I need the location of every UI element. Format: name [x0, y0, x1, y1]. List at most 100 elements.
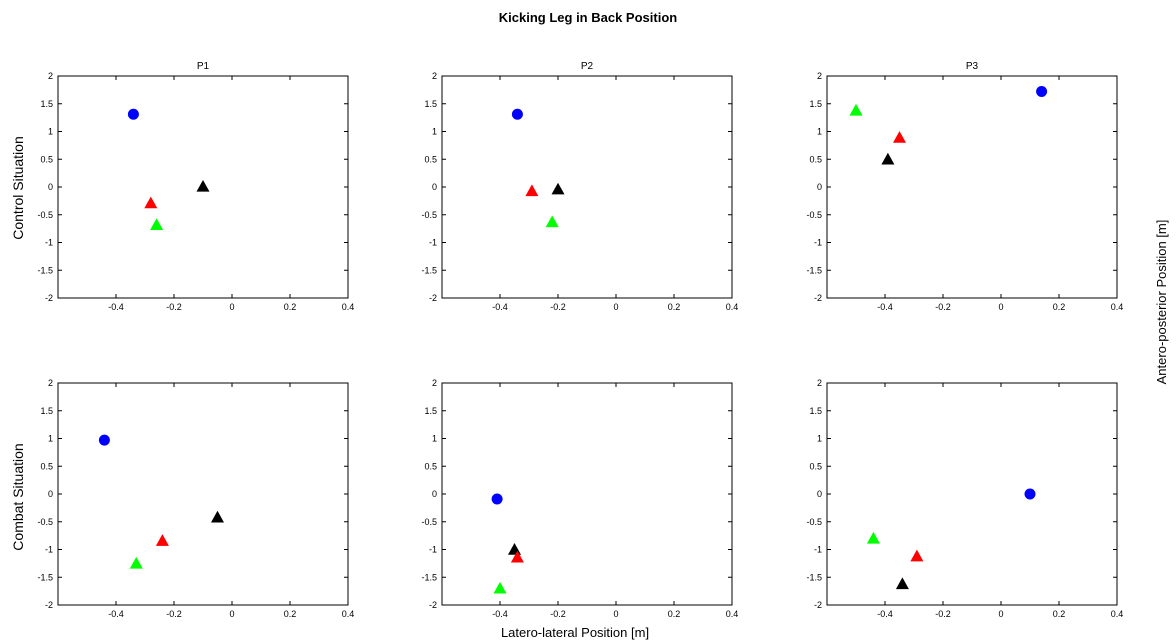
y-tick-label: 2 — [817, 71, 822, 81]
data-point-red — [910, 549, 924, 562]
data-point-black — [551, 182, 565, 195]
axes-frame — [826, 75, 1118, 299]
x-tick-label: 0.4 — [726, 609, 739, 619]
y-tick-label: -0.5 — [806, 517, 822, 527]
y-tick-label: 1.5 — [809, 406, 822, 416]
x-tick-label: 0.2 — [1053, 609, 1066, 619]
data-point-green — [866, 531, 880, 544]
y-axis-label: Antero-posterior Position [m] — [1154, 220, 1169, 385]
y-tick-label: 0.5 — [809, 154, 822, 164]
y-tick-label: 1 — [432, 127, 437, 137]
x-axis-label: Latero-lateral Position [m] — [501, 625, 649, 640]
x-tick-label: -0.4 — [877, 302, 893, 312]
y-tick-label: -1 — [429, 238, 437, 248]
y-tick-label: 0.5 — [424, 461, 437, 471]
y-tick-label: 1 — [48, 434, 53, 444]
data-point-red — [525, 184, 539, 197]
y-tick-label: 2 — [48, 378, 53, 388]
x-tick-label: -0.2 — [935, 302, 951, 312]
data-point-green — [849, 103, 863, 116]
axes-frame — [57, 382, 349, 606]
x-tick-label: -0.4 — [877, 609, 893, 619]
y-tick-label: -1.5 — [806, 265, 822, 275]
axes-frame — [826, 382, 1118, 606]
data-point-red — [155, 534, 169, 546]
y-tick-label: -0.5 — [421, 210, 437, 220]
x-tick-label: -0.2 — [550, 609, 566, 619]
y-tick-label: 0 — [432, 489, 437, 499]
data-point-black — [211, 510, 224, 523]
x-tick-label: -0.2 — [166, 302, 182, 312]
panel-6: -2 -1.5 -1 -0.5 0 0.5 1 1.5 2 -0.4 -0.2 0 0.2 0.4 — [806, 378, 1123, 619]
x-tick-label: 0.2 — [1053, 302, 1066, 312]
y-tick-label: -1.5 — [806, 572, 822, 582]
y-tick-label: 1 — [817, 127, 822, 137]
panel-title: P2 — [581, 61, 594, 72]
axes-frame — [441, 382, 733, 606]
data-point-green — [129, 556, 143, 569]
y-tick-label: 2 — [432, 378, 437, 388]
y-tick-label: -2 — [45, 293, 53, 303]
panels: P1 -2 -1.5 -1 -0.5 0 0.5 1 1.5 2 -0.4 -0.2 0 0.2 0.4 P2… — [37, 61, 1123, 619]
x-tick-label: -0.2 — [935, 609, 951, 619]
y-tick-label: -2 — [429, 600, 437, 610]
y-tick-label: -0.5 — [421, 517, 437, 527]
y-tick-label: -2 — [814, 600, 822, 610]
x-tick-label: 0.2 — [668, 302, 681, 312]
y-tick-label: 0 — [432, 182, 437, 192]
y-tick-label: 0.5 — [424, 154, 437, 164]
y-tick-label: -2 — [45, 600, 53, 610]
y-tick-label: 1.5 — [809, 99, 822, 109]
axes-frame — [441, 75, 733, 299]
data-point-black — [895, 577, 909, 590]
x-tick-label: 0 — [998, 609, 1003, 619]
y-tick-label: -1 — [429, 545, 437, 555]
data-point-red — [510, 550, 524, 563]
x-tick-label: -0.4 — [108, 609, 124, 619]
data-point-blue — [491, 493, 503, 505]
y-tick-label: -1 — [814, 238, 822, 248]
y-tick-label: -0.5 — [806, 210, 822, 220]
x-tick-label: -0.4 — [492, 609, 508, 619]
y-tick-label: 1 — [817, 434, 822, 444]
panel-1: P1 -2 -1.5 -1 -0.5 0 0.5 1 1.5 2 -0.4 -0.2 0 0.2 0.4 — [37, 61, 354, 312]
panel-5: -2 -1.5 -1 -0.5 0 0.5 1 1.5 2 -0.4 -0.2 0 0.2 0.4 — [421, 378, 738, 619]
y-tick-label: -1 — [814, 545, 822, 555]
y-tick-label: 0.5 — [40, 154, 53, 164]
y-tick-label: -1.5 — [421, 572, 437, 582]
x-tick-label: 0.2 — [284, 302, 297, 312]
x-tick-label: 0.2 — [668, 609, 681, 619]
x-tick-label: -0.2 — [550, 302, 566, 312]
y-tick-label: 0 — [817, 182, 822, 192]
y-tick-label: 0.5 — [40, 461, 53, 471]
data-point-black — [196, 179, 210, 192]
data-point-green — [150, 218, 164, 230]
row-label-combat: Combat Situation — [10, 443, 26, 550]
y-tick-label: 0 — [817, 489, 822, 499]
y-tick-label: -1 — [45, 238, 53, 248]
x-tick-label: 0 — [998, 302, 1003, 312]
x-tick-label: 0 — [613, 609, 618, 619]
y-tick-label: -2 — [814, 293, 822, 303]
row-label-control: Control Situation — [10, 136, 26, 240]
data-point-blue — [127, 108, 139, 120]
y-tick-label: 2 — [432, 71, 437, 81]
y-tick-label: -1.5 — [421, 265, 437, 275]
x-tick-label: 0.4 — [342, 609, 355, 619]
data-point-red — [144, 196, 158, 209]
x-tick-label: -0.4 — [492, 302, 508, 312]
y-tick-label: 1.5 — [424, 99, 437, 109]
x-tick-label: 0.4 — [726, 302, 739, 312]
data-point-green — [545, 215, 559, 228]
y-tick-label: -0.5 — [37, 517, 53, 527]
y-tick-label: -2 — [429, 293, 437, 303]
figure-title: Kicking Leg in Back Position — [499, 10, 677, 25]
data-point-black — [881, 152, 895, 165]
y-tick-label: -1.5 — [37, 265, 53, 275]
y-tick-label: 1.5 — [40, 99, 53, 109]
y-tick-label: -0.5 — [37, 210, 53, 220]
panel-title: P1 — [197, 61, 210, 72]
x-tick-label: 0.2 — [284, 609, 297, 619]
data-point-green — [493, 581, 507, 594]
